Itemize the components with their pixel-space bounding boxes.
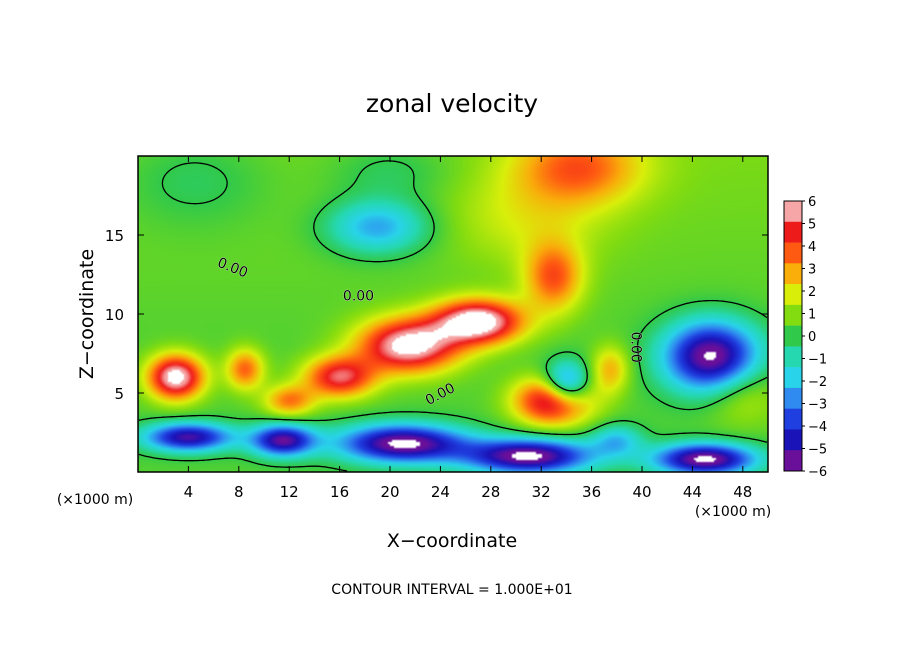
- colorbar-label: −4: [808, 420, 827, 435]
- x-tick-label: 8: [234, 483, 244, 501]
- y-tick-label: 5: [114, 385, 124, 403]
- colorbar-label: 1: [808, 308, 816, 323]
- x-tick-label: 28: [481, 483, 500, 501]
- contour-interval-note: CONTOUR INTERVAL = 1.000E+01: [331, 582, 572, 598]
- x-tick-label: 4: [184, 483, 194, 501]
- x-axis-label: X−coordinate: [387, 530, 517, 552]
- colorbar-label: 6: [808, 195, 816, 210]
- colorbar-label: −2: [808, 375, 827, 390]
- chart-title: zonal velocity: [366, 89, 538, 118]
- colorbar-swatch: [784, 304, 802, 326]
- colorbar-swatch: [784, 367, 802, 389]
- colorbar-swatch: [784, 242, 802, 264]
- x-tick-label: 44: [683, 483, 702, 501]
- zonal-velocity-field: [138, 156, 768, 472]
- y-tick-label: 10: [105, 306, 124, 324]
- plot-area: 0.000.000.000.00: [137, 155, 769, 473]
- contour-label: 0.00: [343, 289, 374, 305]
- x-tick-label: 32: [532, 483, 551, 501]
- colorbar-swatch: [784, 346, 802, 368]
- x-tick-label: 12: [280, 483, 299, 501]
- x-tick-label: 20: [380, 483, 399, 501]
- colorbar-label: −6: [808, 465, 827, 480]
- x-tick-label: 24: [431, 483, 450, 501]
- colorbar-label: 3: [808, 263, 816, 278]
- colorbar-swatch: [784, 387, 802, 409]
- y-axis-label: Z−coordinate: [76, 249, 98, 379]
- colorbar-label: 4: [808, 240, 816, 255]
- colorbar-label: −1: [808, 353, 827, 368]
- colorbar-swatch: [784, 450, 802, 472]
- colorbar: 6 5 4 3 2 1 0 −1 −2 −3 −4 −5 −6: [783, 195, 827, 480]
- x-axis-ticks: 4 8 12 16 20 24 28 32 36 40 44 48: [184, 156, 752, 501]
- colorbar-swatch: [784, 325, 802, 347]
- colorbar-label: −3: [808, 398, 827, 413]
- colorbar-swatch: [784, 408, 802, 430]
- colorbar-label: 5: [808, 218, 816, 233]
- x-tick-label: 40: [632, 483, 651, 501]
- contour-label: 0.00: [628, 332, 644, 363]
- colorbar-swatch: [784, 221, 802, 243]
- colorbar-label: −5: [808, 443, 827, 458]
- colorbar-swatch: [784, 201, 802, 223]
- x-unit-left: (×1000 m): [57, 492, 133, 508]
- x-tick-label: 36: [582, 483, 601, 501]
- x-tick-label: 48: [733, 483, 752, 501]
- zero-contour-lines: [138, 160, 768, 472]
- x-unit-right: (×1000 m): [695, 504, 771, 520]
- colorbar-swatch: [784, 284, 802, 306]
- colorbar-swatch: [784, 429, 802, 451]
- y-tick-label: 15: [105, 227, 124, 245]
- y-axis-ticks: 5 10 15: [105, 227, 768, 403]
- contour-zero: [138, 160, 768, 472]
- colorbar-label: 2: [808, 285, 816, 300]
- colorbar-swatch: [784, 263, 802, 285]
- colorbar-label: 0: [808, 330, 816, 345]
- x-tick-label: 16: [330, 483, 349, 501]
